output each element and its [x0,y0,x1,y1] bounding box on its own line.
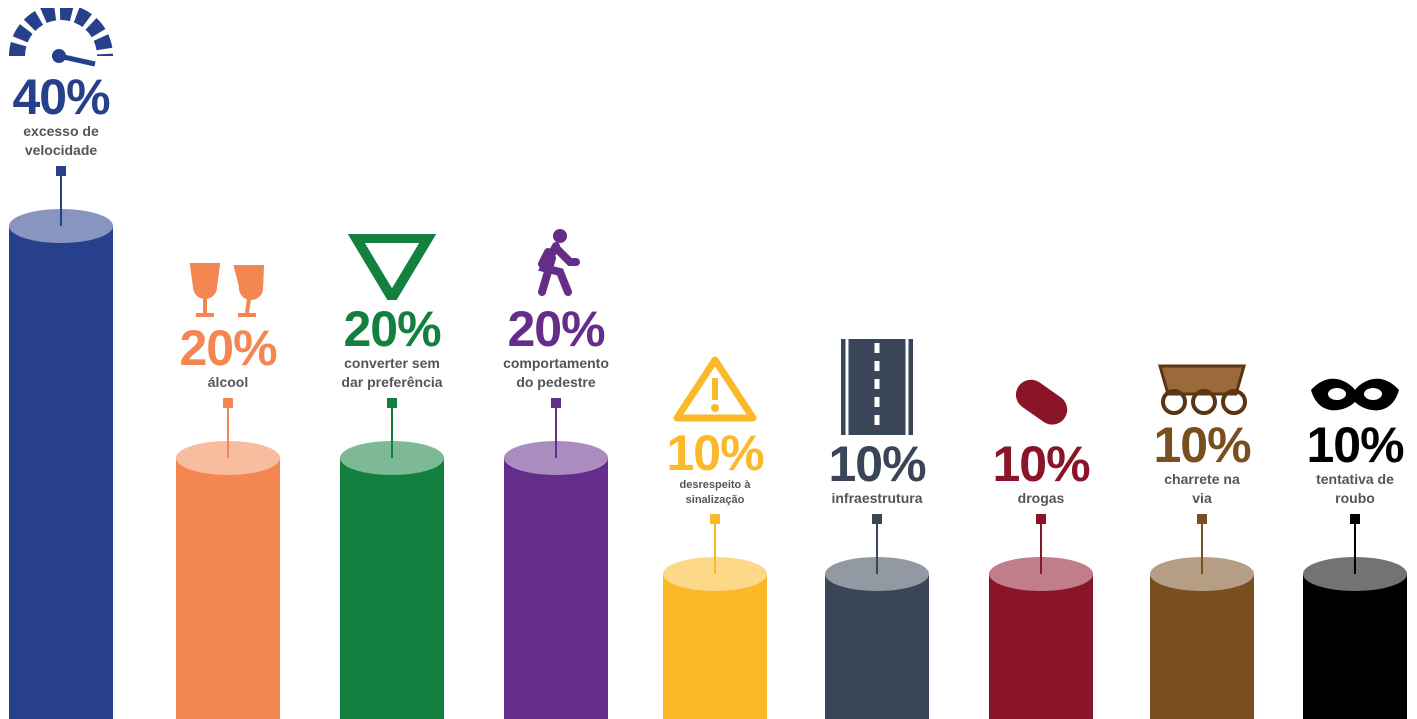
stem-marker [1350,514,1360,524]
cylinder-body [663,574,767,719]
value-label: 10% [1153,417,1251,474]
cylinder-body [176,458,280,719]
icon [538,229,580,297]
bar-label: 20% comportamento do pedestre [466,228,646,392]
icon [347,234,437,301]
stem-marker [1036,514,1046,524]
stem-marker [56,166,66,176]
bar-label: 10% charrete na via [1112,352,1292,508]
cylinder-body [340,458,444,719]
cylinder-body [1303,574,1407,719]
category-label: drogas [1017,490,1065,507]
icon [9,8,113,67]
stem-marker [223,398,233,408]
category-label: desrespeito à sinalização [679,479,751,507]
category-label: tentativa de roubo [1316,471,1394,507]
bar-label: 40% excesso de velocidade [0,8,151,160]
bar-label: 10% drogas [951,369,1131,508]
icon [1015,379,1068,425]
cylinder-body [9,226,113,719]
stem-marker [710,514,720,524]
bar-label: 10% desrespeito à sinalização [625,354,805,508]
category-label: converter sem dar preferência [341,355,443,391]
value-label: 10% [666,425,764,482]
icon [841,339,913,436]
value-label: 40% [12,69,110,126]
value-label: 20% [507,301,605,358]
value-label: 20% [343,301,441,358]
category-label: comportamento do pedestre [503,355,609,391]
icon [1311,378,1399,411]
category-label: álcool [207,374,249,391]
category-label: charrete na via [1164,471,1240,507]
bar-label: 10% tentativa de roubo [1265,368,1417,508]
stem-marker [1197,514,1207,524]
value-label: 10% [992,436,1090,493]
cylinder-body [825,574,929,719]
value-label: 20% [179,320,277,377]
value-label: 10% [1306,417,1404,474]
category-label: infraestrutura [831,490,923,507]
stem-marker [387,398,397,408]
value-label: 10% [828,436,926,493]
category-label: excesso de velocidade [23,123,99,159]
bar-label: 20% álcool [138,257,318,392]
stem-marker [551,398,561,408]
cylinder-body [504,458,608,719]
stem-marker [872,514,882,524]
icon [1158,364,1247,416]
icon [673,356,757,422]
bar-label: 10% infraestrutura [787,339,967,508]
bar-label: 20% converter sem dar preferência [302,234,482,392]
cylinder-body [1150,574,1254,719]
icon [189,263,265,318]
cylinder-body [989,574,1093,719]
